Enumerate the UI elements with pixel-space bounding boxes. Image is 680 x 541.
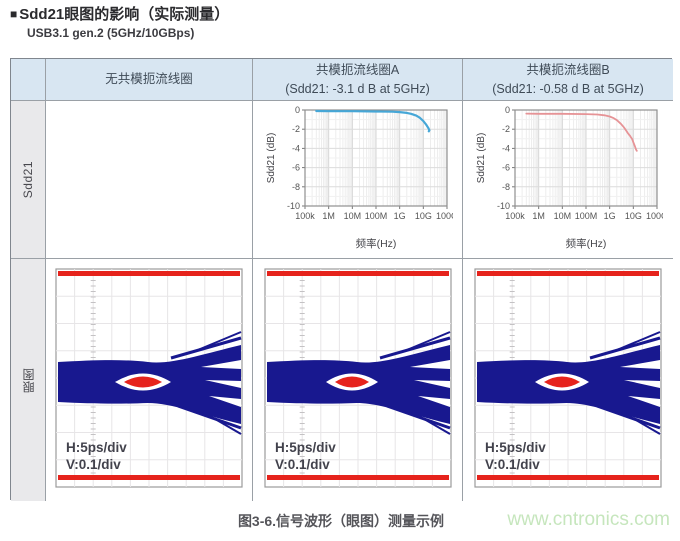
- watermark-text: www.cntronics.com: [507, 509, 670, 530]
- svg-text:H:5ps/div: H:5ps/div: [485, 440, 546, 455]
- measurement-table: 无共模扼流线圈 共模扼流线圈A (Sdd21: -3.1 d B at 5GHz…: [10, 58, 673, 501]
- row-label-eye: 眼图: [11, 259, 46, 501]
- svg-text:1G: 1G: [604, 211, 616, 221]
- eye-diagram: H:5ps/div V:0.1/div: [472, 266, 664, 495]
- column-header-label: 共模扼流线圈B: [526, 63, 610, 78]
- svg-text:-10: -10: [286, 201, 299, 211]
- svg-text:1M: 1M: [532, 211, 545, 221]
- column-header-choke-a: 共模扼流线圈A (Sdd21: -3.1 d B at 5GHz): [253, 59, 463, 101]
- svg-text:V:0.1/div: V:0.1/div: [485, 457, 540, 472]
- svg-text:H:5ps/div: H:5ps/div: [66, 440, 127, 455]
- eye-diagram-choke-b: H:5ps/div V:0.1/div: [463, 259, 673, 501]
- svg-text:1G: 1G: [393, 211, 405, 221]
- svg-text:10G: 10G: [414, 211, 431, 221]
- svg-text:V:0.1/div: V:0.1/div: [66, 457, 121, 472]
- eye-diagram-no-choke: H:5ps/div V:0.1/div: [46, 259, 253, 501]
- column-header-choke-b: 共模扼流线圈B (Sdd21: -0.58 d B at 5GHz): [463, 59, 673, 101]
- svg-text:-6: -6: [291, 163, 299, 173]
- svg-text:100k: 100k: [505, 211, 525, 221]
- svg-text:0: 0: [294, 105, 299, 115]
- column-header-sublabel: (Sdd21: -0.58 d B at 5GHz): [492, 81, 644, 96]
- svg-text:Sdd21 (dB): Sdd21 (dB): [266, 133, 277, 184]
- column-header-no-choke: 无共模扼流线圈: [46, 59, 253, 101]
- row-label-text: Sdd21: [21, 160, 35, 199]
- sdd21-cell-empty: [46, 101, 253, 259]
- figure-caption: 图3-6.信号波形（眼图）测量示例: [237, 513, 445, 529]
- svg-text:1M: 1M: [322, 211, 335, 221]
- svg-text:-2: -2: [291, 124, 299, 134]
- svg-text:-8: -8: [291, 182, 299, 192]
- title-bullet-icon: ■: [10, 6, 18, 21]
- svg-text:10M: 10M: [554, 211, 572, 221]
- row-label-text: 眼图: [21, 367, 36, 393]
- svg-text:100M: 100M: [364, 211, 387, 221]
- eye-diagram: H:5ps/div V:0.1/div: [262, 266, 454, 495]
- eye-diagram: H:5ps/div V:0.1/div: [53, 266, 245, 495]
- svg-text:0: 0: [505, 105, 510, 115]
- svg-text:Sdd21 (dB): Sdd21 (dB): [476, 133, 487, 184]
- svg-text:10M: 10M: [343, 211, 361, 221]
- svg-text:100k: 100k: [295, 211, 315, 221]
- svg-text:-4: -4: [291, 143, 299, 153]
- page-title-text: Sdd21眼图的影响（实际测量）: [19, 6, 230, 23]
- column-header-label: 共模扼流线圈A: [315, 63, 400, 78]
- svg-text:频率(Hz): 频率(Hz): [566, 237, 607, 250]
- column-header-sublabel: (Sdd21: -3.1 d B at 5GHz): [285, 81, 430, 96]
- svg-text:-10: -10: [497, 201, 510, 211]
- svg-text:-8: -8: [502, 182, 510, 192]
- svg-text:-6: -6: [502, 163, 510, 173]
- row-label-sdd21: Sdd21: [11, 101, 46, 259]
- svg-text:100G: 100G: [646, 211, 663, 221]
- svg-text:-4: -4: [502, 143, 510, 153]
- svg-text:100G: 100G: [435, 211, 452, 221]
- svg-text:-2: -2: [502, 124, 510, 134]
- page-title: ■ Sdd21眼图的影响（实际测量）: [10, 3, 229, 24]
- svg-text:V:0.1/div: V:0.1/div: [275, 457, 330, 472]
- svg-text:H:5ps/div: H:5ps/div: [275, 440, 336, 455]
- table-corner-cell: [11, 59, 46, 101]
- eye-diagram-choke-a: H:5ps/div V:0.1/div: [253, 259, 463, 501]
- svg-text:100M: 100M: [575, 211, 598, 221]
- column-header-label: 无共模扼流线圈: [105, 72, 193, 87]
- page-subtitle: USB3.1 gen.2 (5GHz/10GBps): [27, 26, 195, 40]
- svg-text:10G: 10G: [625, 211, 642, 221]
- svg-text:频率(Hz): 频率(Hz): [355, 237, 396, 250]
